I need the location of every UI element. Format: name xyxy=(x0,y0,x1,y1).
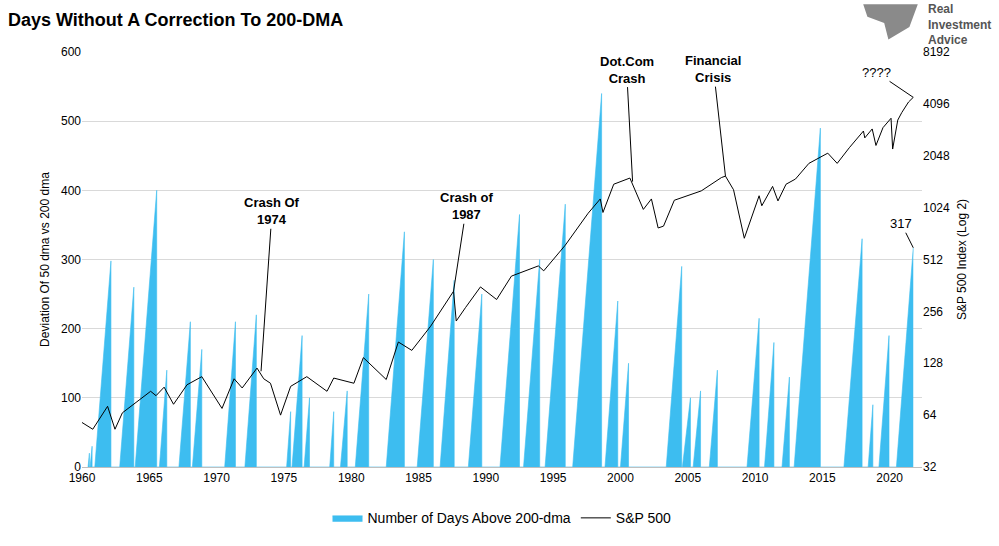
svg-text:2048: 2048 xyxy=(923,149,950,163)
svg-text:1995: 1995 xyxy=(540,471,567,485)
svg-text:100: 100 xyxy=(61,391,81,405)
svg-text:1975: 1975 xyxy=(271,471,298,485)
svg-text:1024: 1024 xyxy=(923,201,950,215)
svg-text:1990: 1990 xyxy=(472,471,499,485)
svg-text:FinancialCrisis: FinancialCrisis xyxy=(685,53,741,85)
svg-text:317: 317 xyxy=(890,216,912,231)
svg-text:200: 200 xyxy=(61,322,81,336)
svg-text:64: 64 xyxy=(923,408,937,422)
svg-text:2000: 2000 xyxy=(607,471,634,485)
svg-text:4096: 4096 xyxy=(923,97,950,111)
svg-text:Number of Days Above 200-dma: Number of Days Above 200-dma xyxy=(368,510,571,526)
svg-text:512: 512 xyxy=(923,253,943,267)
svg-text:600: 600 xyxy=(61,45,81,59)
svg-text:Crash of1987: Crash of1987 xyxy=(440,190,493,222)
svg-text:1970: 1970 xyxy=(203,471,230,485)
svg-text:2010: 2010 xyxy=(742,471,769,485)
svg-text:????: ???? xyxy=(862,65,891,80)
svg-text:2015: 2015 xyxy=(809,471,836,485)
svg-text:400: 400 xyxy=(61,184,81,198)
svg-text:Crash Of1974: Crash Of1974 xyxy=(244,195,300,227)
svg-text:2005: 2005 xyxy=(674,471,701,485)
svg-text:300: 300 xyxy=(61,253,81,267)
svg-text:500: 500 xyxy=(61,114,81,128)
svg-text:S&P 500 Index (Log 2): S&P 500 Index (Log 2) xyxy=(955,199,969,320)
svg-text:256: 256 xyxy=(923,305,943,319)
svg-text:1980: 1980 xyxy=(338,471,365,485)
svg-text:0: 0 xyxy=(74,460,81,474)
svg-text:8192: 8192 xyxy=(923,45,950,59)
svg-text:2020: 2020 xyxy=(876,471,903,485)
svg-text:1965: 1965 xyxy=(136,471,163,485)
svg-text:1985: 1985 xyxy=(405,471,432,485)
svg-text:Days Without A Correction To 2: Days Without A Correction To 200-DMA xyxy=(8,10,343,30)
svg-text:S&P 500: S&P 500 xyxy=(616,510,671,526)
svg-text:1960: 1960 xyxy=(69,471,96,485)
svg-text:Deviation Of 50 dma vs 200 dma: Deviation Of 50 dma vs 200 dma xyxy=(38,172,52,347)
svg-text:32: 32 xyxy=(923,460,937,474)
svg-text:RealInvestmentAdvice: RealInvestmentAdvice xyxy=(928,2,991,47)
svg-text:Dot.ComCrash: Dot.ComCrash xyxy=(600,54,654,86)
svg-text:128: 128 xyxy=(923,356,943,370)
